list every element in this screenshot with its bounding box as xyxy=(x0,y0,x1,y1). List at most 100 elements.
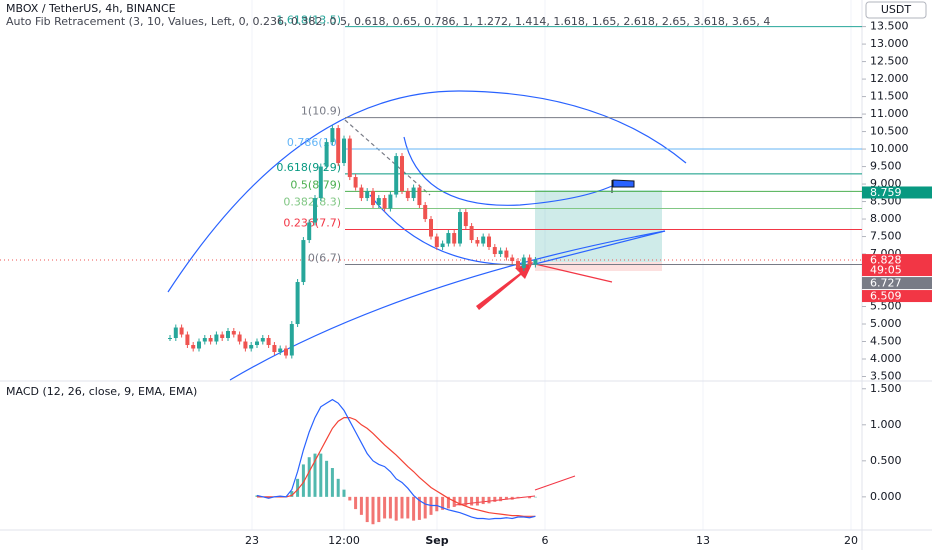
candle xyxy=(342,138,346,164)
candle xyxy=(249,345,254,349)
candle xyxy=(504,250,509,258)
candle xyxy=(371,191,375,206)
candle xyxy=(481,236,486,244)
macd-histogram-bar xyxy=(406,496,410,519)
price-tag xyxy=(862,290,932,303)
flag xyxy=(611,179,635,193)
candle xyxy=(324,142,329,167)
y-tick-label: 8.000 xyxy=(870,212,902,225)
fib-label: 0(6.7) xyxy=(308,252,341,265)
candle xyxy=(243,341,248,349)
y-tick-label: 5.000 xyxy=(870,317,902,330)
time-label: 13 xyxy=(696,534,710,547)
macd-histogram-bar xyxy=(307,457,311,497)
macd-histogram-bar xyxy=(533,496,537,498)
candle xyxy=(226,331,230,339)
macd-histogram-bar xyxy=(296,478,300,497)
macd-histogram-bar xyxy=(446,496,450,509)
long-position-target xyxy=(535,190,662,262)
currency[interactable]: USDT xyxy=(881,3,912,16)
candle xyxy=(272,345,277,353)
macd-histogram-bar xyxy=(510,496,514,500)
fib-label: 1.618(13.5) xyxy=(276,14,341,27)
candle xyxy=(440,243,445,248)
candle xyxy=(417,187,422,206)
arrow xyxy=(476,262,533,310)
candle xyxy=(533,259,538,265)
candle xyxy=(266,338,271,346)
candle xyxy=(446,233,451,244)
candle xyxy=(289,324,294,356)
price-tag-label: 6.828 xyxy=(870,254,902,267)
candle xyxy=(237,334,242,342)
macd-histogram-bar xyxy=(493,496,497,502)
price-tag xyxy=(862,186,932,199)
macd-histogram-bar xyxy=(458,496,462,506)
candle xyxy=(301,240,306,283)
candle xyxy=(336,128,341,164)
candle xyxy=(516,261,520,269)
macd-tick-label: 1.000 xyxy=(870,418,902,431)
candle xyxy=(423,205,428,220)
candle xyxy=(284,348,288,356)
fib-label: 1(10.9) xyxy=(301,105,341,118)
y-tick-label: 4.000 xyxy=(870,352,902,365)
macd-histogram-bar xyxy=(504,496,508,500)
time-label: 20 xyxy=(844,534,858,547)
candle xyxy=(168,338,172,340)
price-tag-label: 6.727 xyxy=(870,277,902,290)
price-countdown: 49:05 xyxy=(870,264,902,277)
candle xyxy=(434,236,439,248)
y-tick-label: 12.500 xyxy=(870,55,909,68)
y-tick-label: 13.000 xyxy=(870,37,909,50)
price-tag xyxy=(862,254,932,277)
macd-tick-label: 0.500 xyxy=(870,454,902,467)
y-tick-label: 13.500 xyxy=(870,20,909,33)
y-tick-label: 10.000 xyxy=(870,142,909,155)
macd-histogram-bar xyxy=(336,478,340,497)
y-tick-label: 7.500 xyxy=(870,230,902,243)
candle xyxy=(463,212,468,227)
candle xyxy=(313,198,317,223)
candle xyxy=(527,257,532,265)
currency-button[interactable] xyxy=(865,1,927,19)
time-label: 23 xyxy=(245,534,259,547)
macd-histogram-bar xyxy=(330,468,334,497)
y-tick-label: 4.500 xyxy=(870,335,902,348)
fib-label: 0.5(8.79) xyxy=(290,178,341,191)
candle xyxy=(307,222,312,241)
macd-histogram-bar xyxy=(481,496,485,505)
macd-line xyxy=(256,398,536,520)
macd-histogram-bar xyxy=(441,496,445,510)
fib-label: 0.382(8.3) xyxy=(283,196,341,209)
candle xyxy=(510,257,515,262)
macd-histogram-bar xyxy=(470,496,474,506)
candle xyxy=(382,198,387,209)
candle xyxy=(487,236,491,248)
y-tick-label: 12.000 xyxy=(870,72,909,85)
candle xyxy=(359,187,364,199)
candle xyxy=(394,156,399,195)
macd-histogram-bar xyxy=(383,496,387,519)
candle xyxy=(208,338,213,342)
candle xyxy=(405,191,410,199)
candle xyxy=(173,327,178,339)
candle xyxy=(469,226,474,241)
long-position-stop xyxy=(535,262,662,271)
candle xyxy=(231,331,236,335)
candle xyxy=(330,128,335,143)
candle xyxy=(260,338,265,342)
candle xyxy=(492,247,497,255)
macd-histogram-bar xyxy=(348,496,352,501)
macd-histogram-bar xyxy=(522,496,526,498)
candle xyxy=(411,187,416,199)
macd-histogram-bar xyxy=(452,496,456,507)
candle xyxy=(498,250,503,255)
candle xyxy=(458,212,462,244)
macd-histogram-bar xyxy=(377,496,381,523)
macd-histogram-bar xyxy=(255,495,259,497)
macd-histogram-bar xyxy=(325,460,329,497)
y-tick-label: 11.500 xyxy=(870,90,909,103)
candle xyxy=(475,240,480,244)
